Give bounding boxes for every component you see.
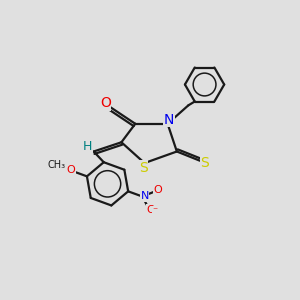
Text: N: N	[164, 112, 174, 127]
Text: N: N	[140, 191, 149, 202]
Text: ⁻: ⁻	[152, 206, 157, 217]
Text: S: S	[200, 156, 209, 170]
Text: O: O	[100, 96, 111, 110]
Text: CH₃: CH₃	[48, 160, 66, 170]
Text: O: O	[147, 205, 156, 215]
Text: S: S	[139, 161, 148, 175]
Text: O: O	[66, 165, 75, 175]
Text: O: O	[153, 185, 162, 195]
Text: H: H	[83, 140, 93, 153]
